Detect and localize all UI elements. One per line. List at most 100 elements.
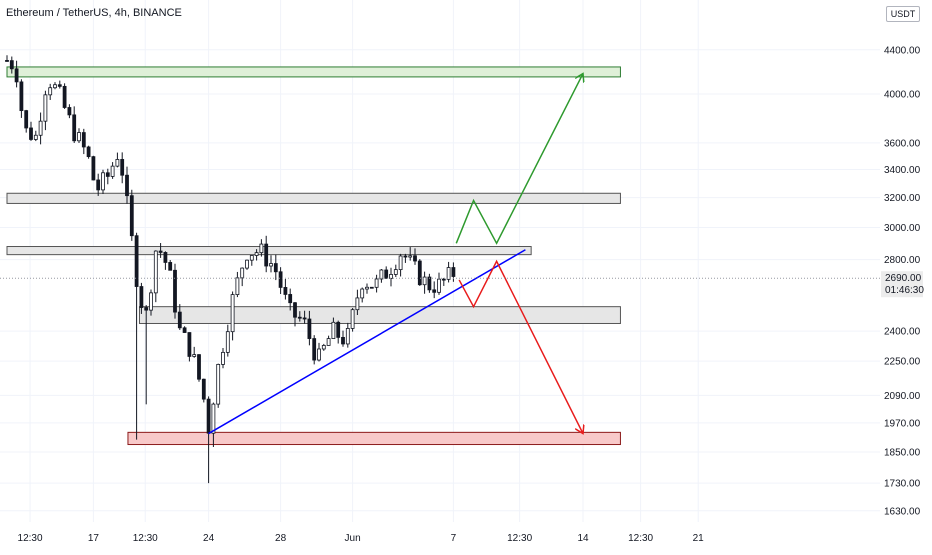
- candle-body: [393, 269, 398, 275]
- candle-body: [163, 252, 168, 263]
- candle-body: [67, 107, 72, 116]
- x-tick-label: 28: [275, 533, 287, 544]
- currency-selector[interactable]: USDT: [886, 6, 920, 22]
- current-price-badge: [881, 271, 923, 298]
- candle-body: [144, 307, 149, 311]
- candle-body: [168, 262, 173, 271]
- candle-body: [350, 309, 355, 329]
- candle-body: [283, 287, 288, 295]
- candle-body: [177, 311, 182, 329]
- candle-body: [259, 243, 264, 254]
- y-tick-label: 2400.00: [884, 327, 921, 338]
- candle-body: [312, 338, 317, 361]
- zone-gray-2[interactable]: [6, 246, 532, 256]
- candle-body: [360, 288, 365, 299]
- candle-body: [149, 292, 153, 311]
- candle-body: [62, 85, 67, 108]
- candle-body: [14, 68, 19, 83]
- zone-gray-3[interactable]: [138, 306, 621, 324]
- candle-body: [173, 269, 177, 313]
- candle-body: [43, 94, 48, 122]
- candle-body: [432, 289, 437, 293]
- y-tick-label: 2090.00: [884, 391, 921, 402]
- candle-body: [57, 84, 62, 87]
- y-tick-label: 4000.00: [884, 90, 921, 101]
- candle-body: [125, 174, 129, 197]
- bearish-projection-path[interactable]: [458, 259, 583, 433]
- candle-body: [77, 132, 81, 142]
- y-tick-label: 2250.00: [884, 357, 921, 368]
- x-tick-label: 12:30: [628, 533, 653, 544]
- candle-body: [413, 255, 417, 262]
- x-tick-label: 17: [88, 533, 100, 544]
- candle-body: [336, 321, 341, 338]
- candle-body: [105, 172, 110, 177]
- candle-body: [317, 348, 321, 361]
- candle-body: [245, 259, 249, 269]
- candle-body: [451, 267, 456, 277]
- candle-body: [341, 336, 345, 345]
- y-tick-label: 3200.00: [884, 193, 921, 204]
- candle-body: [437, 278, 441, 293]
- candle-body: [230, 294, 235, 333]
- x-tick-label: 14: [577, 533, 589, 544]
- candle-body: [221, 351, 225, 365]
- candle-body: [197, 354, 201, 380]
- y-tick-label: 3000.00: [884, 223, 921, 234]
- candle-body: [269, 263, 273, 267]
- zone-green-0[interactable]: [6, 66, 621, 78]
- x-tick-label: 7: [451, 533, 457, 544]
- candle-body: [115, 159, 120, 167]
- candle-body: [389, 274, 393, 279]
- candle-body: [33, 134, 38, 140]
- zone-gray-1[interactable]: [6, 192, 621, 204]
- candle-body: [120, 159, 125, 176]
- candle-body: [326, 338, 331, 346]
- candle-body: [187, 332, 192, 357]
- candle-body: [369, 286, 374, 289]
- candle-body: [293, 302, 297, 318]
- symbol-title: Ethereum / TetherUS, 4h, BINANCE: [6, 7, 182, 19]
- candle-body: [288, 294, 293, 304]
- candle-body: [38, 120, 43, 136]
- candle-body: [408, 255, 413, 258]
- candle-body: [297, 316, 302, 319]
- candle-body: [398, 255, 403, 271]
- candle-body: [302, 317, 307, 320]
- candle-body: [427, 276, 432, 291]
- candle-body: [225, 331, 230, 353]
- candle-body: [384, 269, 389, 279]
- zone-red-4[interactable]: [127, 431, 621, 446]
- candle-body: [264, 243, 269, 267]
- candle-body: [235, 277, 240, 296]
- candle-body: [206, 398, 211, 434]
- y-tick-label: 1970.00: [884, 418, 921, 429]
- candle-body: [254, 252, 259, 256]
- ascending-trendline[interactable]: [208, 249, 526, 435]
- candle-body: [273, 263, 278, 273]
- candle-body: [110, 165, 115, 177]
- candle-body: [441, 278, 446, 281]
- candle-body: [86, 146, 91, 158]
- candle-body: [24, 110, 29, 129]
- candle-body: [96, 179, 101, 191]
- candle-body: [101, 172, 105, 191]
- candle-body: [321, 345, 326, 350]
- y-tick-label: 1630.00: [884, 506, 921, 517]
- candle-body: [345, 328, 350, 345]
- candle-body: [307, 318, 312, 339]
- candle-body: [374, 278, 379, 288]
- candle-body: [379, 269, 384, 280]
- candle-body: [29, 127, 33, 140]
- candle-body: [211, 403, 216, 434]
- candle-body: [5, 60, 9, 62]
- candle-body: [19, 81, 24, 112]
- candle-body: [240, 267, 245, 279]
- bullish-projection-path[interactable]: [455, 74, 583, 245]
- candle-body: [331, 321, 336, 339]
- candle-body: [365, 286, 369, 290]
- candle-body: [158, 250, 163, 253]
- candle-body: [53, 84, 57, 89]
